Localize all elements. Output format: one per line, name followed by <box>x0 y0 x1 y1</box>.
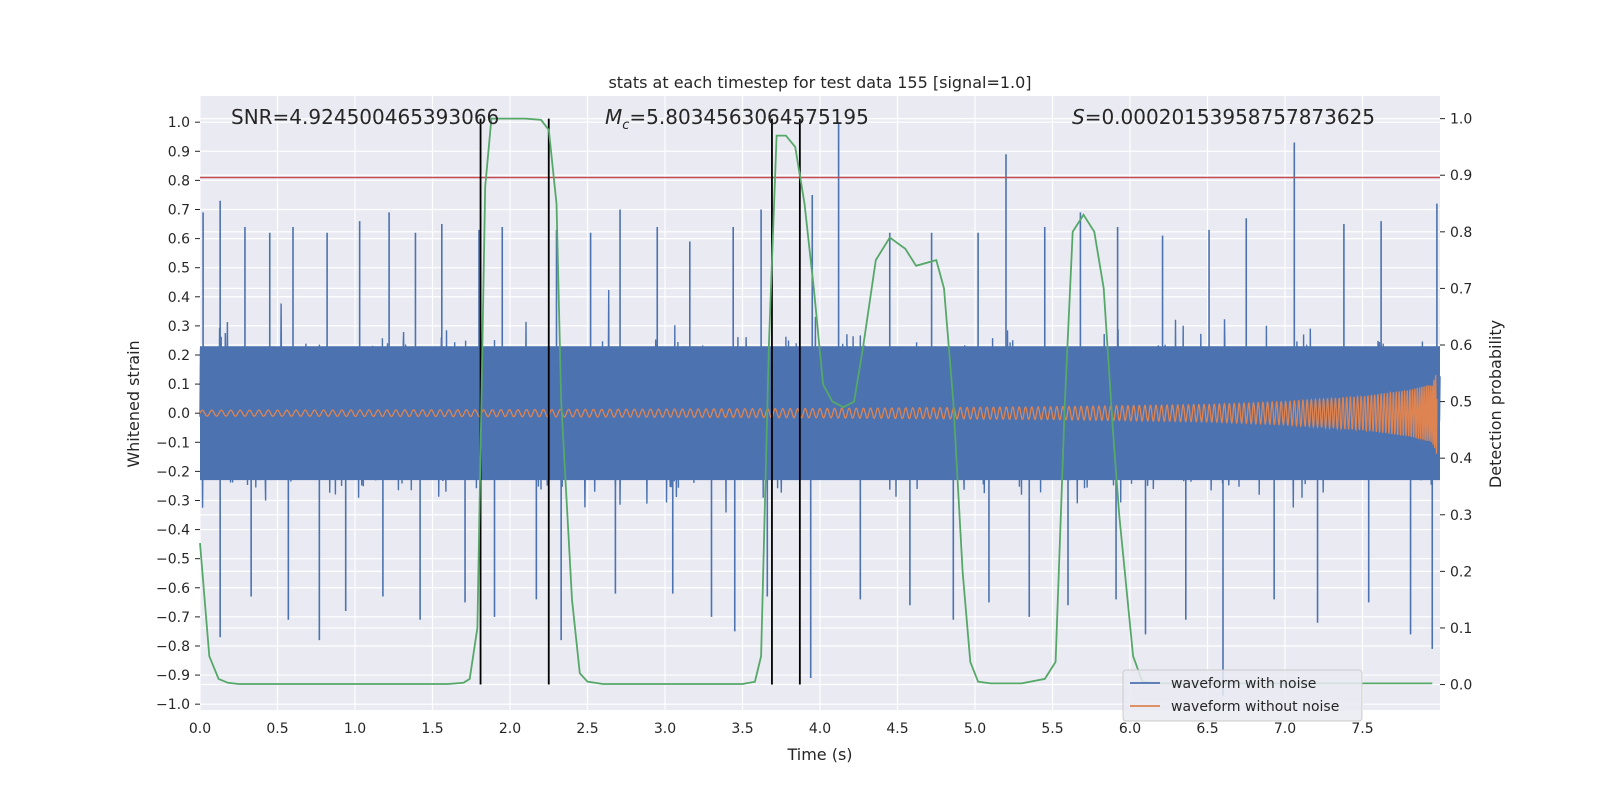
y-right-tick-label: 0.3 <box>1450 508 1472 524</box>
y-right-axis-title: Detection probability <box>1486 320 1505 488</box>
y-left-tick-label: 0.0 <box>168 406 190 422</box>
y-left-tick-label: 0.2 <box>168 348 190 364</box>
chart-title: stats at each timestep for test data 155… <box>608 73 1031 92</box>
x-tick-label: 7.5 <box>1351 721 1373 737</box>
s-value: =0.00020153958757873625 <box>1085 105 1375 129</box>
x-tick-label: 2.0 <box>499 721 521 737</box>
x-tick-label: 7.0 <box>1274 721 1296 737</box>
x-tick-label: 0.5 <box>266 721 288 737</box>
y-left-tick-label: −0.3 <box>156 493 190 509</box>
y-left-axis-ticks: 1.0 0.9 0.8 0.7 0.6 0.5 0.4 0.3 0.2 0.1 0.0 −0.1 −0.… <box>156 115 200 713</box>
s-annotation: S=0.00020153958757873625 <box>1072 105 1375 129</box>
x-tick-label: 0.0 <box>189 721 211 737</box>
y-left-tick-label: −0.8 <box>156 639 190 655</box>
y-left-tick-label: 0.8 <box>168 173 190 189</box>
chirp-mass-value: =5.8034563064575195 <box>629 105 868 129</box>
chirp-mass-symbol: M <box>605 105 622 129</box>
y-left-axis-title: Whitened strain <box>124 340 143 467</box>
chirp-trace <box>199 375 1438 454</box>
y-left-tick-label: 0.4 <box>168 290 190 306</box>
y-left-tick-label: 1.0 <box>168 115 190 131</box>
y-right-tick-label: 0.6 <box>1450 338 1472 354</box>
y-left-tick-label: −0.2 <box>156 464 190 480</box>
x-tick-label: 5.0 <box>964 721 986 737</box>
noise-core-band <box>200 346 1440 481</box>
y-right-tick-label: 0.7 <box>1450 281 1472 297</box>
x-tick-label: 1.5 <box>421 721 443 737</box>
x-tick-label: 2.5 <box>576 721 598 737</box>
x-axis-ticks: 0.0 0.5 1.0 1.5 2.0 2.5 3.0 3.5 4.0 4.5 5.0 5.5 6.0 6… <box>189 721 1374 737</box>
y-left-tick-label: −0.7 <box>156 610 190 626</box>
y-right-tick-label: 0.0 <box>1450 678 1472 694</box>
chirp-mass-subscript: c <box>622 118 629 133</box>
legend-label-noise: waveform with noise <box>1171 676 1316 692</box>
y-left-tick-label: −0.5 <box>156 552 190 568</box>
y-right-axis-ticks: 1.0 0.9 0.8 0.7 0.6 0.5 0.4 0.3 0.2 0.1 0.0 <box>1440 112 1472 694</box>
y-left-tick-label: −0.1 <box>156 435 190 451</box>
y-left-tick-label: −0.4 <box>156 523 190 539</box>
snr-annotation: SNR=4.924500465393066 <box>231 105 499 129</box>
y-right-tick-label: 0.4 <box>1450 451 1472 467</box>
x-tick-label: 1.0 <box>344 721 366 737</box>
x-tick-label: 3.5 <box>731 721 753 737</box>
y-right-tick-label: 0.5 <box>1450 395 1472 411</box>
y-left-tick-label: 0.9 <box>168 144 190 160</box>
chirp-mass-annotation: Mc=5.8034563064575195 <box>605 105 869 133</box>
y-left-tick-label: 0.5 <box>168 261 190 277</box>
y-left-tick-label: 0.1 <box>168 377 190 393</box>
series-detection-probability <box>199 117 1433 685</box>
legend: waveform with noise waveform without noi… <box>1122 669 1363 722</box>
y-left-tick-label: 0.3 <box>168 319 190 335</box>
y-right-tick-label: 1.0 <box>1450 112 1472 128</box>
x-tick-label: 4.5 <box>886 721 908 737</box>
y-left-tick-label: 0.6 <box>168 232 190 248</box>
x-axis-title: Time (s) <box>786 745 852 764</box>
y-left-tick-label: −0.9 <box>156 668 190 684</box>
y-right-tick-label: 0.1 <box>1450 621 1472 637</box>
s-symbol: S <box>1072 105 1085 129</box>
probability-trace <box>199 117 1433 685</box>
legend-box <box>1122 669 1363 722</box>
x-tick-label: 6.5 <box>1196 721 1218 737</box>
y-left-tick-label: −1.0 <box>156 697 190 713</box>
series-waveform-without-noise <box>199 375 1438 454</box>
x-tick-label: 6.0 <box>1119 721 1141 737</box>
x-tick-label: 5.5 <box>1041 721 1063 737</box>
legend-label-clean: waveform without noise <box>1171 699 1339 715</box>
y-left-tick-label: 0.7 <box>168 202 190 218</box>
y-right-tick-label: 0.8 <box>1450 225 1472 241</box>
x-tick-label: 3.0 <box>654 721 676 737</box>
y-right-tick-label: 0.2 <box>1450 564 1472 580</box>
y-left-tick-label: −0.6 <box>156 581 190 597</box>
x-tick-label: 4.0 <box>809 721 831 737</box>
y-right-tick-label: 0.9 <box>1450 168 1472 184</box>
